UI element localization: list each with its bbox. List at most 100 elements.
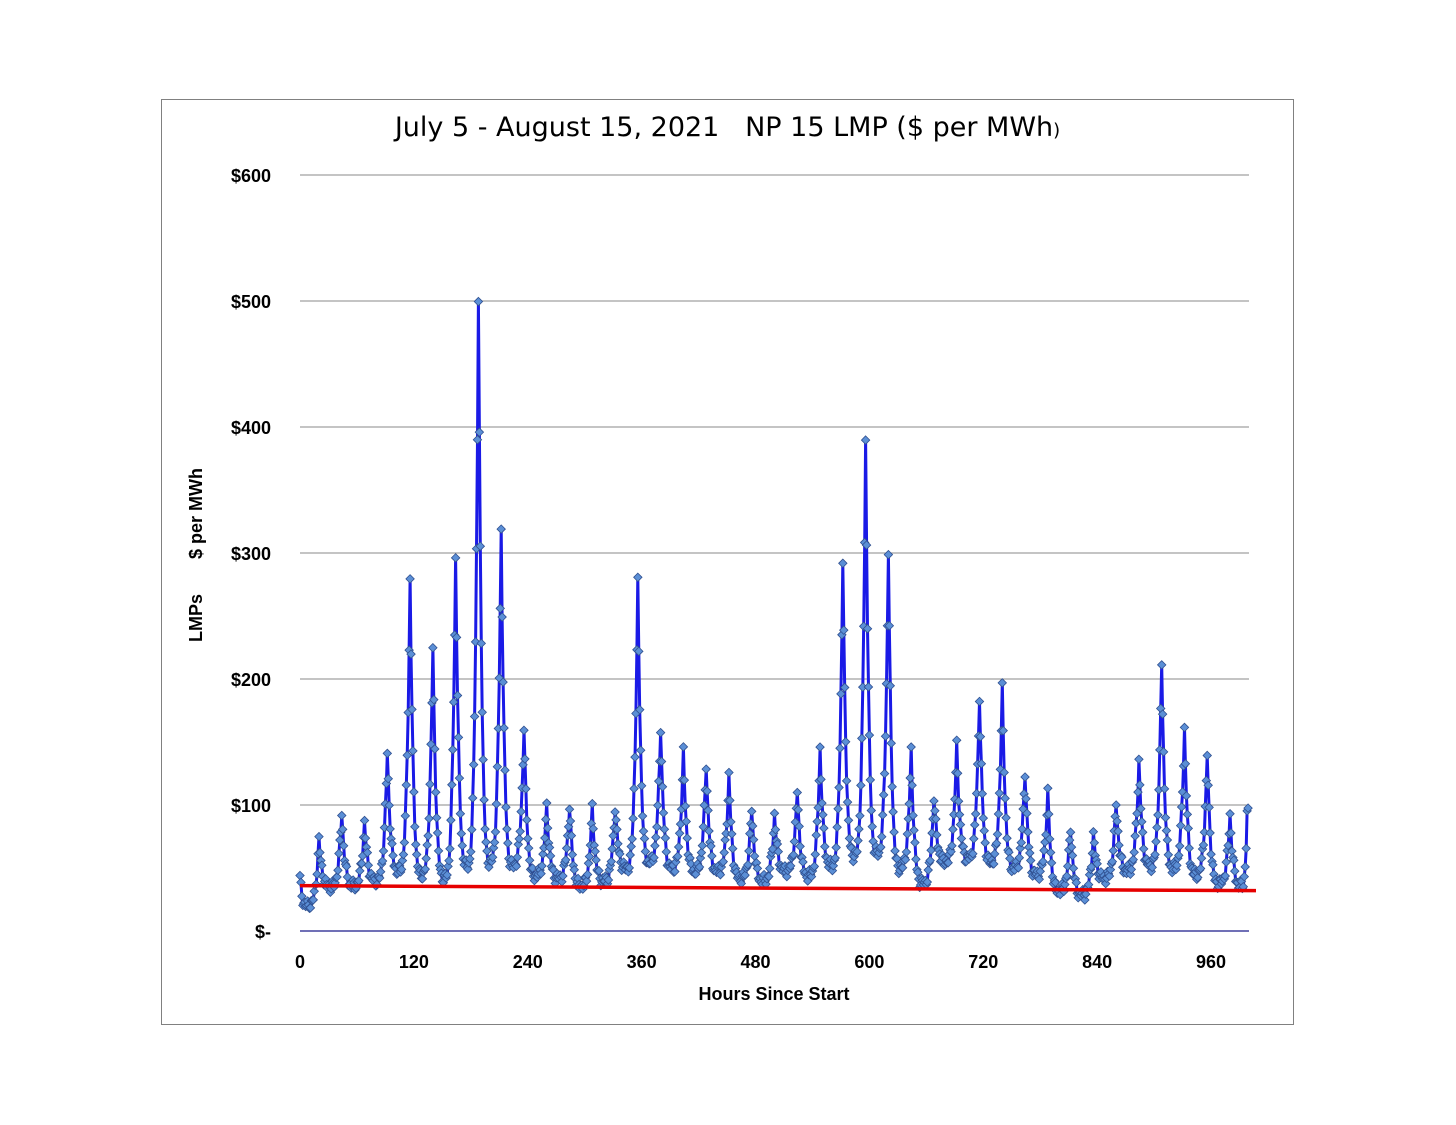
- data-point: [932, 830, 942, 840]
- y-tick-label: $100: [231, 796, 271, 816]
- data-point: [433, 846, 444, 856]
- data-point: [453, 732, 464, 743]
- data-point: [830, 853, 841, 863]
- data-point: [748, 834, 759, 845]
- data-point: [889, 827, 899, 837]
- data-point: [491, 799, 502, 809]
- data-point: [634, 646, 644, 657]
- data-point: [890, 846, 900, 856]
- data-point: [770, 824, 781, 835]
- data-point: [1199, 827, 1210, 838]
- data-point: [976, 758, 987, 769]
- data-point: [446, 815, 456, 825]
- data-point: [1066, 842, 1077, 852]
- data-point: [1195, 863, 1206, 874]
- data-point: [1001, 813, 1011, 823]
- data-point: [1023, 827, 1033, 837]
- data-point: [527, 863, 538, 873]
- data-point: [522, 833, 533, 844]
- data-point: [1240, 862, 1250, 872]
- data-point: [611, 815, 621, 825]
- data-point: [1117, 852, 1127, 862]
- data-point: [474, 427, 485, 437]
- data-point: [904, 799, 915, 809]
- data-point: [764, 863, 775, 874]
- data-point: [661, 847, 672, 857]
- data-point: [795, 841, 805, 852]
- data-point: [931, 814, 941, 824]
- data-point: [902, 829, 913, 839]
- data-point: [1104, 871, 1115, 881]
- data-point: [495, 603, 506, 614]
- data-point: [838, 558, 848, 569]
- data-point: [314, 831, 324, 842]
- x-axis-label: Hours Since Start: [698, 984, 849, 1004]
- data-point: [625, 850, 636, 860]
- data-point: [1038, 856, 1048, 867]
- data-point: [1163, 850, 1174, 860]
- data-point: [910, 837, 920, 848]
- data-point: [1134, 754, 1144, 765]
- data-point: [852, 846, 862, 857]
- data-point: [408, 746, 418, 756]
- data-point: [1136, 803, 1146, 814]
- data-point: [406, 649, 416, 659]
- data-point: [565, 816, 576, 826]
- data-point: [782, 871, 792, 882]
- data-point: [880, 731, 891, 741]
- data-point: [900, 854, 911, 865]
- data-point: [922, 877, 933, 887]
- x-tick-label: 600: [854, 952, 884, 972]
- data-point: [998, 725, 1008, 736]
- data-point: [450, 553, 461, 563]
- data-point: [468, 759, 479, 770]
- data-point: [744, 846, 754, 856]
- data-point: [1002, 833, 1012, 844]
- data-point: [429, 694, 439, 705]
- data-point: [696, 847, 707, 858]
- data-point: [818, 809, 828, 820]
- x-tick-label: 360: [627, 952, 657, 972]
- data-point: [473, 296, 484, 307]
- trendline-group: [299, 883, 1257, 893]
- data-point: [514, 834, 524, 844]
- data-point: [626, 841, 636, 852]
- data-point: [375, 866, 386, 877]
- data-point: [970, 809, 981, 819]
- data-point: [1175, 820, 1186, 831]
- data-point: [749, 851, 760, 861]
- data-point: [1206, 849, 1216, 860]
- data-point: [607, 844, 617, 854]
- data-point: [1243, 803, 1253, 813]
- data-point: [798, 857, 808, 867]
- data-point: [640, 846, 651, 857]
- data-point: [1220, 871, 1231, 881]
- data-point: [467, 824, 477, 835]
- data-point: [883, 549, 894, 560]
- data-point: [1022, 808, 1032, 819]
- data-point: [1105, 864, 1116, 875]
- data-point: [516, 806, 526, 817]
- data-point: [591, 855, 601, 865]
- data-point: [476, 638, 487, 649]
- data-point: [764, 871, 774, 882]
- data-point: [615, 849, 625, 859]
- data-point: [613, 839, 623, 849]
- data-point: [1014, 852, 1025, 863]
- data-point: [878, 790, 889, 800]
- data-point: [1183, 823, 1194, 834]
- data-point: [1225, 809, 1235, 819]
- chart-title-main: July 5 - August 15, 2021 NP 15 LMP ($ pe…: [394, 112, 1054, 143]
- data-point: [558, 871, 568, 881]
- data-point: [680, 801, 691, 811]
- data-point: [999, 767, 1009, 778]
- data-point: [856, 780, 866, 791]
- data-point: [832, 822, 842, 833]
- data-point: [634, 704, 645, 715]
- data-point: [1129, 847, 1139, 858]
- data-point: [308, 895, 319, 905]
- lmp-series: [295, 296, 1253, 914]
- data-point: [657, 782, 668, 792]
- data-point: [384, 800, 394, 811]
- data-point: [385, 824, 395, 834]
